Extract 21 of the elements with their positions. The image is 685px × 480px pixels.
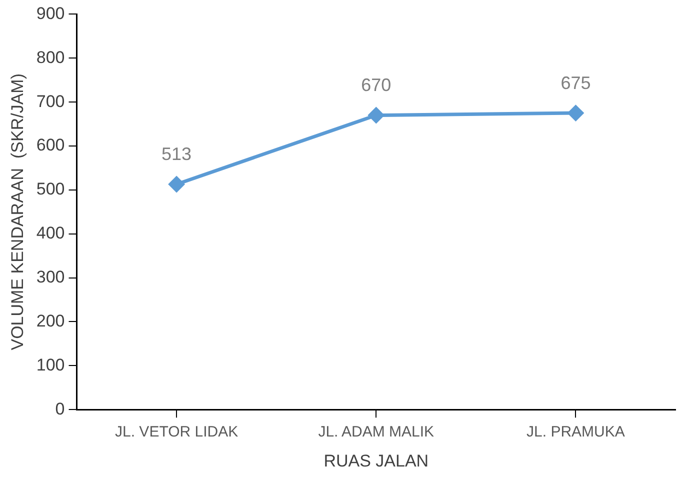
y-tick-label: 100 [36,355,65,374]
data-label: 513 [162,144,192,164]
point [168,176,184,192]
y-tick-label: 300 [36,267,65,286]
point [368,107,384,123]
y-tick-label: 700 [36,92,65,111]
y-axis-title: VOLUME KENDARAAN (SKR/JAM) [8,74,27,350]
y-tick-label: 400 [36,224,65,243]
data-label: 675 [560,73,591,94]
y-tick-label: 200 [36,311,65,330]
data-label: 670 [361,75,392,96]
y-tick-label: 0 [55,399,65,418]
x-tick-label: JL. VETOR LIDAK [115,424,238,441]
x-tick-label: JL. PRAMUKA [526,424,625,441]
point [568,105,584,121]
y-tick-label: 600 [36,136,65,155]
x-tick-label: JL. ADAM MALIK [318,424,434,441]
y-tick-label: 800 [36,48,65,67]
y-tick-label: 500 [36,180,65,199]
y-tick-label: 900 [36,4,65,23]
x-axis-title: RUAS JALAN [324,451,429,470]
